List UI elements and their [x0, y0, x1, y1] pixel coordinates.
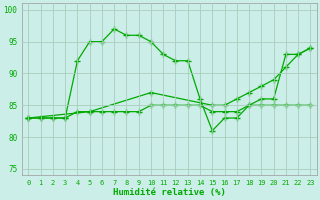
X-axis label: Humidité relative (%): Humidité relative (%)	[113, 188, 226, 197]
